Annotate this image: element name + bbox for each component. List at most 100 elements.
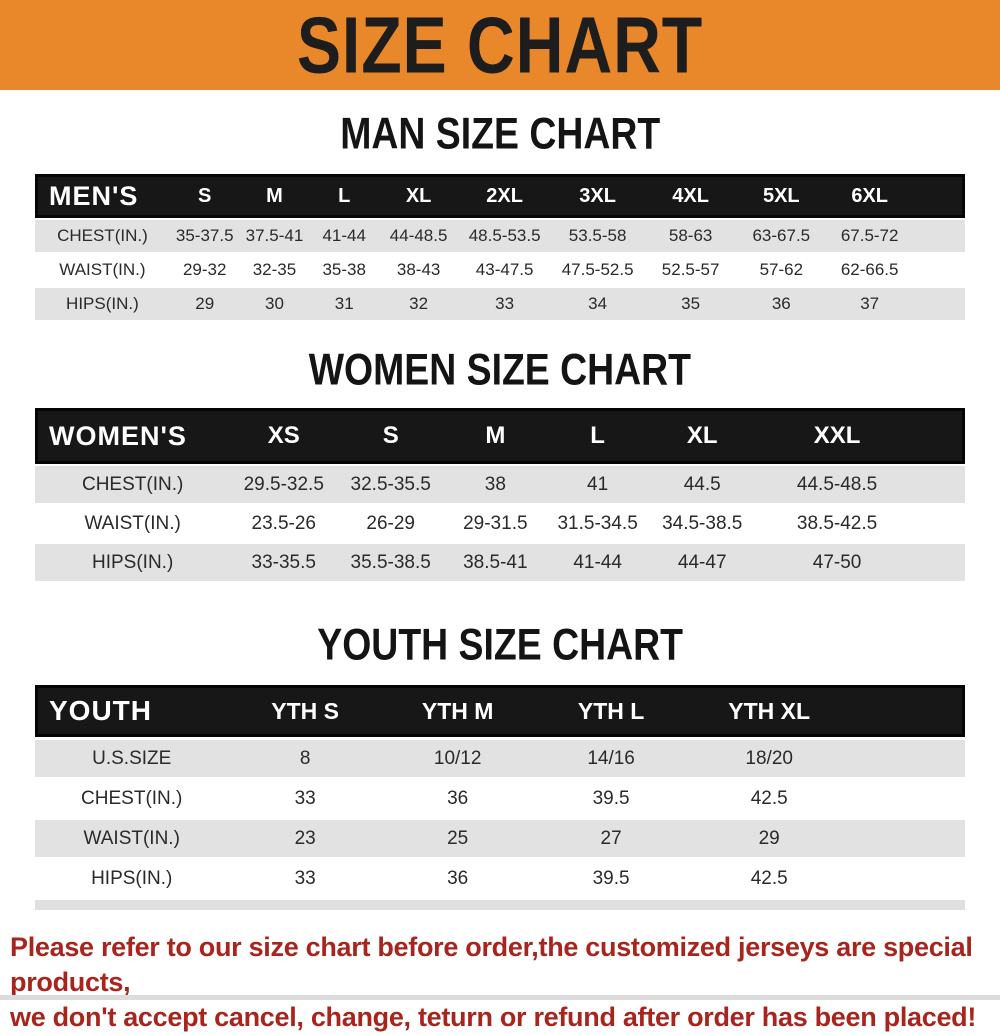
row-label: WAIST(IN.) (84, 512, 181, 534)
size-cell: 44-48.5 (389, 226, 448, 245)
size-cell: 18/20 (745, 747, 793, 769)
size-cell: 26-29 (366, 512, 415, 534)
row-label: HIPS(IN.) (66, 294, 139, 313)
column-header: XL (686, 422, 718, 449)
size-cell: 29 (758, 827, 780, 849)
size-cell: 36 (447, 787, 469, 809)
size-cell: 38.5-41 (463, 551, 528, 573)
size-cell: 38.5-42.5 (796, 512, 878, 534)
size-cell: 37 (860, 294, 880, 313)
order-notice-line1: Please refer to our size chart before or… (10, 932, 973, 997)
column-header: 5XL (762, 184, 800, 207)
size-cell: 47.5-52.5 (561, 260, 634, 279)
table-row: CHEST(IN.) 33 36 39.5 42.5 (35, 780, 965, 817)
size-cell: 67.5-72 (840, 226, 899, 245)
size-cell: 14/16 (587, 747, 635, 769)
size-cell: 35-37.5 (175, 226, 234, 245)
bottom-edge-strip (0, 995, 1000, 1000)
column-header: XS (267, 422, 300, 449)
row-label: WAIST(IN.) (83, 827, 180, 849)
youth-section-title-text: YOUTH SIZE CHART (317, 619, 683, 670)
group-label: MEN'S (49, 180, 139, 211)
table-row: CHEST(IN.) 35-37.5 37.5-41 41-44 44-48.5… (35, 220, 965, 252)
table-row: HIPS(IN.) 33-35.5 35.5-38.5 38.5-41 41-4… (35, 544, 965, 581)
women-size-table: WOMEN'S XS S M L XL XXL CHEST(IN.) 29.5-… (35, 408, 965, 581)
size-cell: 33 (294, 867, 316, 889)
column-header: YTH S (271, 697, 340, 724)
table-row: HIPS(IN.) 29 30 31 32 33 34 35 36 37 (35, 288, 965, 320)
row-label: U.S.SIZE (92, 747, 172, 769)
column-header: S (382, 422, 399, 449)
column-header: YTH M (421, 697, 494, 724)
column-header: M (485, 422, 506, 449)
row-label: CHEST(IN.) (81, 787, 183, 809)
group-label: YOUTH (49, 695, 152, 726)
size-cell: 31.5-34.5 (557, 512, 638, 534)
table-row: WAIST(IN.) 23 25 27 29 (35, 820, 965, 857)
table-bottom-strip (35, 900, 965, 910)
youth-table-header: YOUTH YTH S YTH M YTH L YTH XL (35, 685, 965, 737)
size-chart-banner: SIZE CHART (0, 0, 1000, 90)
men-size-table: MEN'S S M L XL 2XL 3XL 4XL 5XL 6XL CHEST… (35, 174, 965, 320)
column-header: S (198, 184, 212, 207)
size-cell: 42.5 (750, 867, 788, 889)
size-cell: 42.5 (750, 787, 788, 809)
column-header: 3XL (579, 184, 616, 207)
size-cell: 33 (294, 787, 316, 809)
size-cell: 30 (265, 294, 284, 313)
row-label: HIPS(IN.) (92, 551, 174, 573)
column-header: XXL (813, 422, 861, 449)
column-header: M (266, 184, 283, 207)
size-cell: 10/12 (433, 747, 482, 769)
column-header: YTH XL (728, 697, 811, 724)
size-cell: 62-66.5 (840, 260, 899, 279)
men-section-title-text: MAN SIZE CHART (340, 108, 660, 159)
size-cell: 33-35.5 (251, 551, 316, 573)
size-cell: 58-63 (668, 226, 713, 245)
youth-size-table: YOUTH YTH S YTH M YTH L YTH XL U.S.SIZE … (35, 685, 965, 910)
size-cell: 32-35 (252, 260, 297, 279)
group-label: WOMEN'S (49, 420, 187, 451)
size-cell: 39.5 (592, 867, 630, 889)
size-cell: 52.5-57 (661, 260, 720, 279)
size-cell: 47-50 (812, 551, 862, 573)
women-section-title-text: WOMEN SIZE CHART (308, 344, 692, 395)
size-cell: 29.5-32.5 (243, 473, 324, 495)
size-cell: 41-44 (322, 226, 366, 245)
row-label: HIPS(IN.) (91, 867, 173, 889)
size-cell: 53.5-58 (568, 226, 627, 245)
size-cell: 48.5-53.5 (468, 226, 541, 245)
size-cell: 25 (447, 827, 469, 849)
men-size-chart-section: MAN SIZE CHART MEN'S S M L XL 2XL 3XL 4X… (0, 108, 1000, 320)
size-cell: 63-67.5 (752, 226, 811, 245)
column-header: XL (405, 184, 432, 207)
size-cell: 37.5-41 (245, 226, 304, 245)
size-cell: 36 (771, 294, 791, 313)
size-cell: 41-44 (573, 551, 622, 573)
table-row: WAIST(IN.) 29-32 32-35 35-38 38-43 43-47… (35, 254, 965, 286)
table-row: HIPS(IN.) 33 36 39.5 42.5 (35, 860, 965, 897)
size-cell: 32.5-35.5 (350, 473, 431, 495)
order-notice: Please refer to our size chart before or… (10, 930, 994, 1035)
row-label: WAIST(IN.) (59, 260, 146, 279)
size-cell: 32 (409, 294, 429, 313)
size-cell: 35 (681, 294, 701, 313)
size-cell: 38 (484, 473, 506, 495)
size-cell: 39.5 (592, 787, 630, 809)
size-cell: 43-47.5 (475, 260, 534, 279)
women-table-header: WOMEN'S XS S M L XL XXL (35, 408, 965, 464)
size-cell: 34 (588, 294, 608, 313)
table-row: CHEST(IN.) 29.5-32.5 32.5-35.5 38 41 44.… (35, 466, 965, 503)
youth-section-title: YOUTH SIZE CHART (0, 619, 1000, 670)
men-section-title: MAN SIZE CHART (0, 108, 1000, 159)
size-cell: 33 (495, 294, 515, 313)
table-row: U.S.SIZE 8 10/12 14/16 18/20 (35, 740, 965, 777)
column-header: 6XL (851, 184, 888, 207)
size-cell: 27 (600, 827, 622, 849)
size-cell: 23 (294, 827, 316, 849)
row-label: CHEST(IN.) (57, 226, 148, 245)
column-header: L (338, 184, 351, 207)
row-label: CHEST(IN.) (81, 473, 184, 495)
size-cell: 41 (587, 473, 609, 495)
size-cell: 8 (299, 747, 311, 769)
